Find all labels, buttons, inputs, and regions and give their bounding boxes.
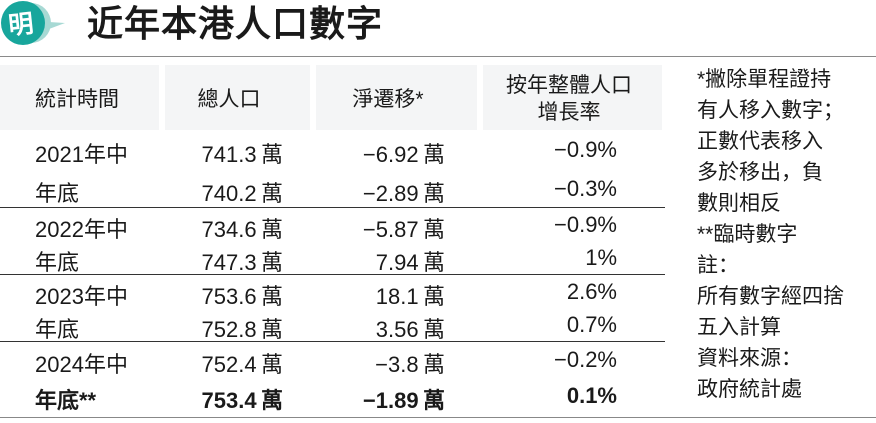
svg-text:明: 明 [7, 10, 35, 40]
